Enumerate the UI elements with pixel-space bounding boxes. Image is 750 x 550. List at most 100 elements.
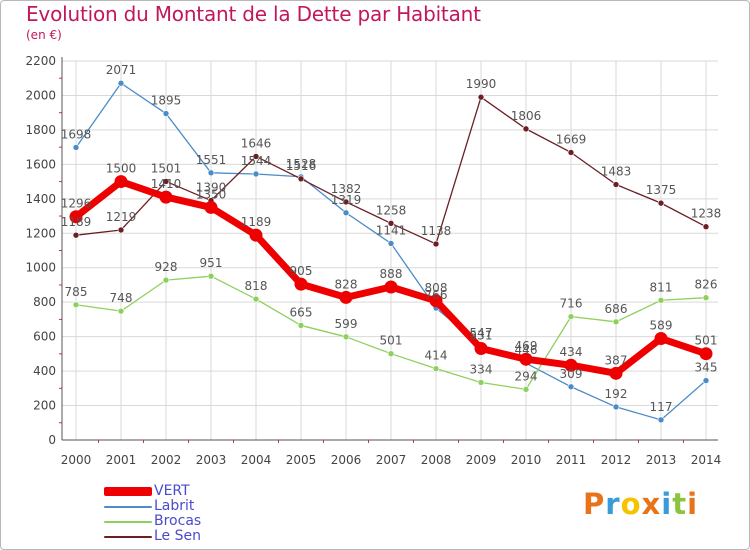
data-point-brocas [162,276,170,284]
data-label: 716 [560,297,583,311]
data-label: 1698 [61,127,92,141]
data-point-brocas [72,301,80,309]
data-label: 345 [695,361,718,375]
data-label: 1375 [646,183,677,197]
data-label: 905 [290,264,313,278]
x-tick-label: 2014 [691,453,722,467]
legend-swatch [104,536,152,538]
logo-letter: P [583,487,606,521]
data-label: 1138 [421,224,452,238]
data-point-brocas [702,294,710,302]
logo-letter: i [661,487,673,521]
x-tick-label: 2007 [376,453,407,467]
data-point-vert [429,294,443,308]
x-tick-label: 2013 [646,453,677,467]
y-tick-label: 1600 [25,157,56,171]
data-label: 414 [425,349,448,363]
y-tick-label: 600 [33,330,56,344]
data-point-vert [114,175,128,189]
data-point-labrit [162,110,170,117]
data-label: 766 [425,288,448,302]
data-point-brocas [252,295,260,303]
data-point-le-sen [342,198,350,206]
chart-title: Evolution du Montant de la Dette par Hab… [26,2,481,26]
data-label: 1483 [601,165,632,179]
logo-letter: t [672,487,688,521]
legend-swatch [104,521,152,523]
data-point-labrit [117,79,125,87]
data-point-labrit [612,403,620,411]
data-point-vert [294,277,308,291]
data-point-brocas [342,333,350,341]
data-point-le-sen [297,175,305,183]
x-tick-label: 2000 [61,453,92,467]
legend-item: Labrit [104,498,264,514]
data-point-labrit [567,383,575,391]
data-label: 1990 [466,77,497,91]
data-point-labrit [342,209,350,217]
data-point-vert [384,280,398,294]
data-point-labrit [207,169,215,177]
data-label: 665 [290,305,313,319]
y-tick-label: 2200 [25,54,56,68]
legend-item: VERT [104,483,264,499]
data-label: 599 [335,317,358,331]
data-label: 1350 [196,187,227,201]
data-point-vert [204,200,218,214]
y-tick-label: 400 [33,364,56,378]
data-point-vert [699,347,713,361]
legend-label: Brocas [154,513,202,529]
data-label: 1296 [61,197,92,211]
data-point-le-sen [72,231,80,239]
data-point-vert [69,210,83,224]
data-point-brocas [612,318,620,326]
y-tick-label: 1800 [25,123,56,137]
data-point-labrit [702,377,710,384]
data-label: 748 [110,291,133,305]
data-point-le-sen [432,240,440,248]
data-label: 501 [695,334,718,348]
data-point-labrit [252,170,260,178]
y-tick-label: 1000 [25,261,56,275]
y-tick-label: 0 [48,433,56,447]
x-tick-label: 2004 [241,453,272,467]
data-point-brocas [297,322,305,329]
data-label: 888 [380,267,403,281]
data-label: 1895 [151,94,182,108]
data-label: 387 [605,353,628,367]
legend-item: Le Sen [104,528,264,544]
data-label: 928 [155,260,178,274]
legend-label: Labrit [154,498,195,514]
y-tick-label: 1200 [25,226,56,240]
data-label: 1189 [61,215,92,229]
data-point-vert [519,352,533,366]
data-point-le-sen [612,181,620,188]
data-point-le-sen [387,219,395,227]
data-point-brocas [387,350,395,357]
data-label: 547 [470,326,493,340]
y-tick-label: 200 [33,399,56,413]
data-label: 1669 [556,132,587,146]
data-point-vert [249,228,263,242]
data-label: 501 [380,334,403,348]
x-tick-label: 2001 [106,453,137,467]
x-tick-label: 2003 [196,453,227,467]
data-point-le-sen [477,93,485,101]
x-tick-label: 2009 [466,453,497,467]
logo-letter: i [687,487,699,521]
y-tick-label: 2000 [25,88,56,102]
data-point-brocas [117,307,125,315]
data-label: 828 [335,277,358,291]
data-label: 808 [425,281,448,295]
data-label: 1646 [241,136,272,150]
proxiti-logo: Proxiti [583,487,698,521]
data-point-brocas [477,379,485,386]
data-label: 951 [200,256,223,270]
legend-label: VERT [154,483,190,499]
data-label: 309 [560,367,583,381]
data-point-vert [474,342,488,356]
data-label: 117 [650,400,673,414]
data-label: 1219 [106,210,137,224]
